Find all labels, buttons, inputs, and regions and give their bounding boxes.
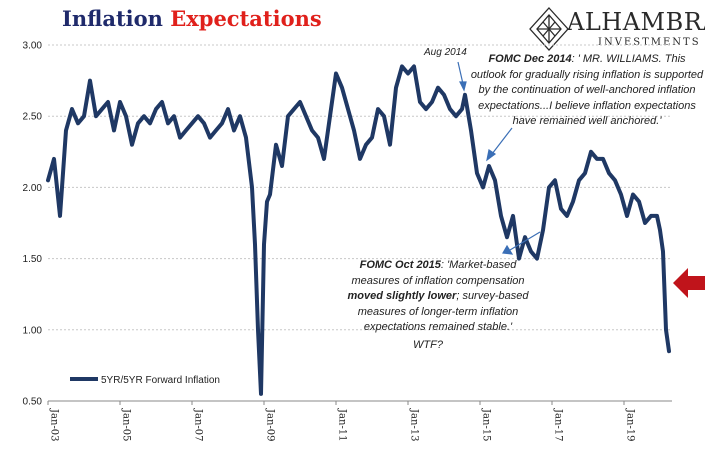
annotation-fomc-oct-2015: FOMC Oct 2015: 'Market-based measures of…: [338, 258, 538, 336]
x-tick-label: Jan-09: [265, 408, 276, 442]
x-tick-label: Jan-17: [553, 408, 564, 442]
x-tick-label: Jan-03: [49, 408, 60, 442]
annotation-fomc-dec-2014-lead: FOMC Dec 2014: [488, 53, 572, 65]
title-part-inflation: Inflation: [62, 6, 163, 31]
series-line-5yr5yr: [46, 64, 671, 396]
x-tick-label: Jan-15: [481, 408, 492, 442]
title-part-expectations: Expectations: [170, 6, 322, 31]
annotation-fomc-oct-2015-bold: moved slightly lower: [347, 290, 457, 302]
x-tick-label: Jan-11: [337, 408, 348, 442]
x-tick-label: Jan-13: [409, 408, 420, 442]
x-axis: Jan-03 Jan-05 Jan-07 Jan-09 Jan-11 Jan-13 Jan-…: [47, 401, 636, 442]
legend: 5YR/5YR Forward Inflation: [70, 375, 220, 386]
y-tick-label: 1.00: [23, 325, 43, 336]
annotation-arrows: [457, 61, 541, 255]
x-tick-label: Jan-19: [625, 408, 636, 442]
logo-subtitle: INVESTMENTS: [598, 37, 701, 48]
annotation-fomc-dec-2014: FOMC Dec 2014: ' MR. WILLIAMS. This outl…: [470, 52, 704, 130]
annotation-fomc-oct-2015-text1: : 'Market-based measures of inflation co…: [351, 259, 525, 287]
x-tick-label: Jan-07: [193, 408, 204, 442]
legend-label: 5YR/5YR Forward Inflation: [101, 375, 220, 386]
y-tick-label: 2.00: [23, 183, 43, 194]
diamond-logo-icon: [529, 7, 569, 51]
red-arrow-icon: [673, 268, 705, 298]
logo-name: ALHAMBRA: [567, 8, 705, 36]
y-tick-label: 0.50: [23, 397, 43, 408]
annotation-wtf: WTF?: [413, 339, 443, 351]
annotation-fomc-oct-2015-text2: ; survey-based measures of longer-term i…: [357, 290, 529, 333]
y-tick-label: 2.50: [23, 112, 43, 123]
alhambra-logo: [529, 7, 569, 51]
y-tick-label: 1.50: [23, 254, 43, 265]
page-title: Inflation Expectations: [62, 6, 322, 31]
annotation-aug-2014: Aug 2014: [424, 47, 467, 58]
y-tick-label: 3.00: [23, 41, 43, 52]
y-axis: 0.50 1.00 1.50 2.00 2.50 3.00: [23, 41, 43, 408]
annotation-fomc-oct-2015-lead: FOMC Oct 2015: [359, 259, 441, 271]
x-tick-label: Jan-05: [121, 408, 132, 442]
annotation-fomc-dec-2014-text: : ' MR. WILLIAMS. This outlook for gradu…: [470, 53, 704, 127]
